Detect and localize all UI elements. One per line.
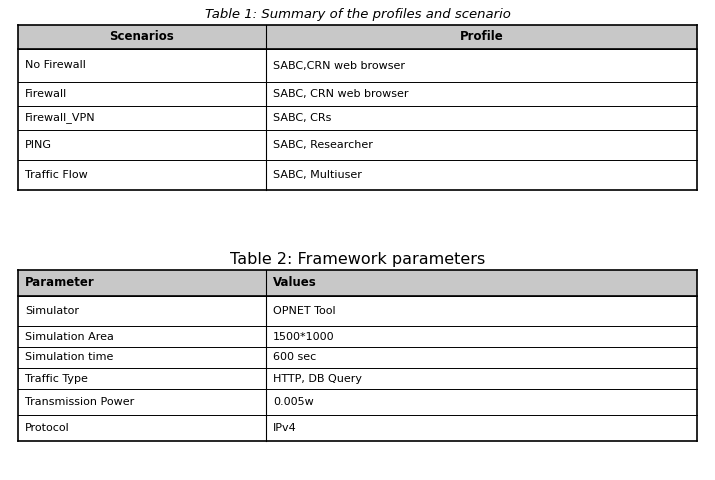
Text: 0.005w: 0.005w bbox=[273, 397, 314, 407]
Text: 1500*1000: 1500*1000 bbox=[273, 332, 335, 341]
Text: Simulation time: Simulation time bbox=[25, 352, 114, 362]
Text: Firewall: Firewall bbox=[25, 89, 67, 99]
Text: SABC, Researcher: SABC, Researcher bbox=[273, 140, 373, 150]
Text: SABC, Multiuser: SABC, Multiuser bbox=[273, 170, 362, 180]
Text: Traffic Type: Traffic Type bbox=[25, 373, 88, 384]
Text: Traffic Flow: Traffic Flow bbox=[25, 170, 88, 180]
Bar bbox=[18, 25, 697, 49]
Text: Values: Values bbox=[273, 276, 317, 289]
Text: Profile: Profile bbox=[460, 31, 503, 44]
Bar bbox=[18, 25, 697, 190]
Text: Simulation Area: Simulation Area bbox=[25, 332, 114, 341]
Text: Table 2: Framework parameters: Table 2: Framework parameters bbox=[230, 252, 485, 267]
Text: HTTP, DB Query: HTTP, DB Query bbox=[273, 373, 362, 384]
Text: SABC, CRs: SABC, CRs bbox=[273, 113, 331, 123]
Text: SABC, CRN web browser: SABC, CRN web browser bbox=[273, 89, 408, 99]
Text: IPv4: IPv4 bbox=[273, 423, 297, 433]
Text: Protocol: Protocol bbox=[25, 423, 70, 433]
Text: SABC,CRN web browser: SABC,CRN web browser bbox=[273, 60, 405, 71]
Text: Table 1: Summary of the profiles and scenario: Table 1: Summary of the profiles and sce… bbox=[204, 8, 511, 21]
Text: Transmission Power: Transmission Power bbox=[25, 397, 134, 407]
Text: Scenarios: Scenarios bbox=[109, 31, 174, 44]
Text: Simulator: Simulator bbox=[25, 306, 79, 316]
Text: Firewall_VPN: Firewall_VPN bbox=[25, 112, 96, 123]
Text: Parameter: Parameter bbox=[25, 276, 95, 289]
Text: PING: PING bbox=[25, 140, 52, 150]
Text: No Firewall: No Firewall bbox=[25, 60, 86, 71]
Text: 600 sec: 600 sec bbox=[273, 352, 316, 362]
Bar bbox=[18, 270, 697, 441]
Text: OPNET Tool: OPNET Tool bbox=[273, 306, 335, 316]
Bar bbox=[18, 270, 697, 296]
